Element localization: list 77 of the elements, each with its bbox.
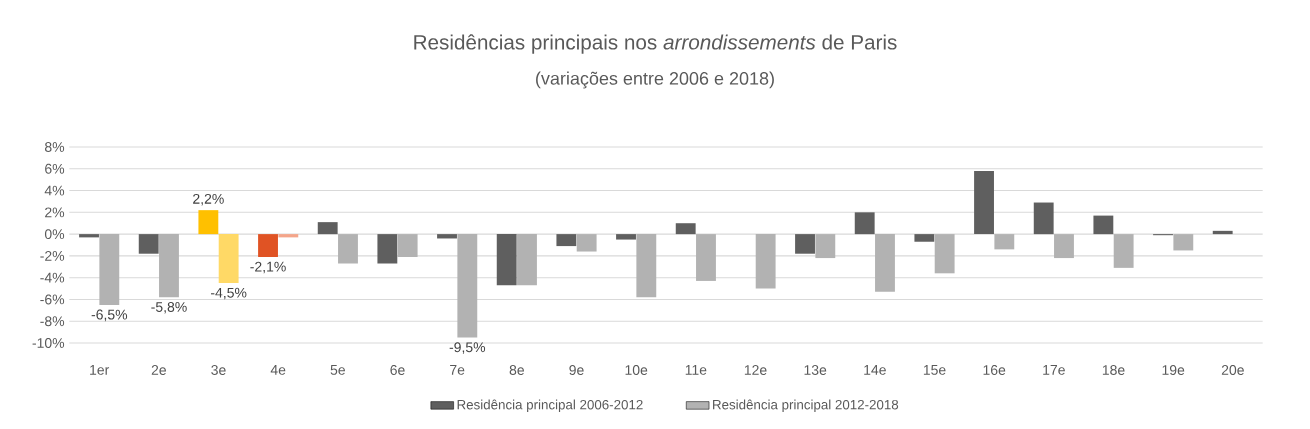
bar [317, 222, 338, 235]
chart-subtitle: (variações entre 2006 e 2018) [536, 71, 774, 89]
bar [377, 234, 398, 264]
x-tick-label: 9e [569, 365, 584, 375]
bar [795, 234, 815, 254]
y-tick-label: -2% [40, 250, 65, 261]
y-tick-label: 4% [44, 185, 65, 196]
x-tick-label: 18e [1102, 365, 1125, 375]
y-tick-label: 0% [44, 229, 65, 240]
y-tick-label: -10% [32, 338, 65, 348]
bar [556, 234, 577, 247]
x-tick-label: 5e [330, 365, 345, 375]
x-tick-label: 19e [1162, 365, 1185, 375]
x-tick-label: 4e [270, 365, 286, 375]
bar [934, 234, 955, 274]
bar [1212, 230, 1233, 235]
bar [99, 234, 120, 305]
y-tick-label: -8% [40, 316, 65, 327]
bar [875, 234, 895, 292]
bar [496, 234, 517, 286]
bar [517, 234, 537, 286]
bar [1033, 202, 1054, 235]
x-tick-label: 1er [90, 365, 110, 375]
bar [994, 234, 1015, 250]
x-tick-label: 20e [1221, 365, 1244, 375]
bar [1054, 234, 1074, 259]
bar [636, 234, 657, 298]
y-tick-label: -4% [40, 272, 65, 283]
bar [854, 212, 875, 235]
x-tick-label: 12e [744, 365, 767, 375]
bar [576, 234, 597, 252]
bar [258, 234, 278, 257]
bar [278, 234, 299, 238]
chart-title: Residências principais nos arrondissements de Paris [414, 34, 897, 54]
legend-label: Residência principal 2012-2018 [713, 399, 899, 413]
y-tick-label: 8% [45, 142, 65, 152]
legend-label: Residência principal 2006-2012 [457, 399, 643, 413]
bar [198, 210, 219, 235]
bar [755, 234, 776, 289]
data-label: -9,5% [449, 342, 486, 354]
data-label: 2,2% [193, 193, 224, 206]
data-label: -6,5% [91, 309, 128, 322]
bar [1093, 215, 1114, 235]
y-tick-label: 6% [45, 163, 65, 174]
x-tick-label: 16e [983, 365, 1006, 375]
x-tick-label: 14e [864, 365, 886, 375]
y-tick-label: -6% [40, 294, 65, 305]
bar [79, 234, 99, 238]
x-tick-label: 8e [509, 365, 524, 375]
x-tick-label: 3e [211, 365, 226, 375]
bar [1113, 234, 1134, 268]
data-label: -5,8% [151, 301, 187, 314]
x-tick-label: 17e [1043, 365, 1065, 375]
y-tick-label: 2% [45, 207, 65, 218]
x-tick-label: 13e [804, 365, 827, 375]
x-tick-label: 11e [685, 365, 707, 375]
data-label: -4,5% [210, 287, 247, 300]
bar [397, 234, 418, 257]
bar [696, 234, 716, 281]
x-tick-label: 10e [625, 365, 648, 375]
bar [457, 234, 478, 338]
bar [138, 234, 159, 254]
x-tick-label: 15e [923, 365, 946, 375]
x-tick-label: 2e [151, 365, 166, 375]
x-tick-label: 7e [450, 365, 465, 375]
x-tick-label: 6e [390, 365, 405, 375]
bar [815, 234, 836, 259]
data-label: -2,1% [250, 261, 286, 274]
bar [675, 223, 696, 235]
bar [218, 234, 239, 284]
bar [159, 234, 179, 298]
bar [338, 234, 358, 264]
bar [616, 234, 636, 240]
bar [1173, 234, 1194, 251]
bar [974, 170, 994, 235]
bar [914, 234, 935, 242]
bar [437, 234, 457, 239]
